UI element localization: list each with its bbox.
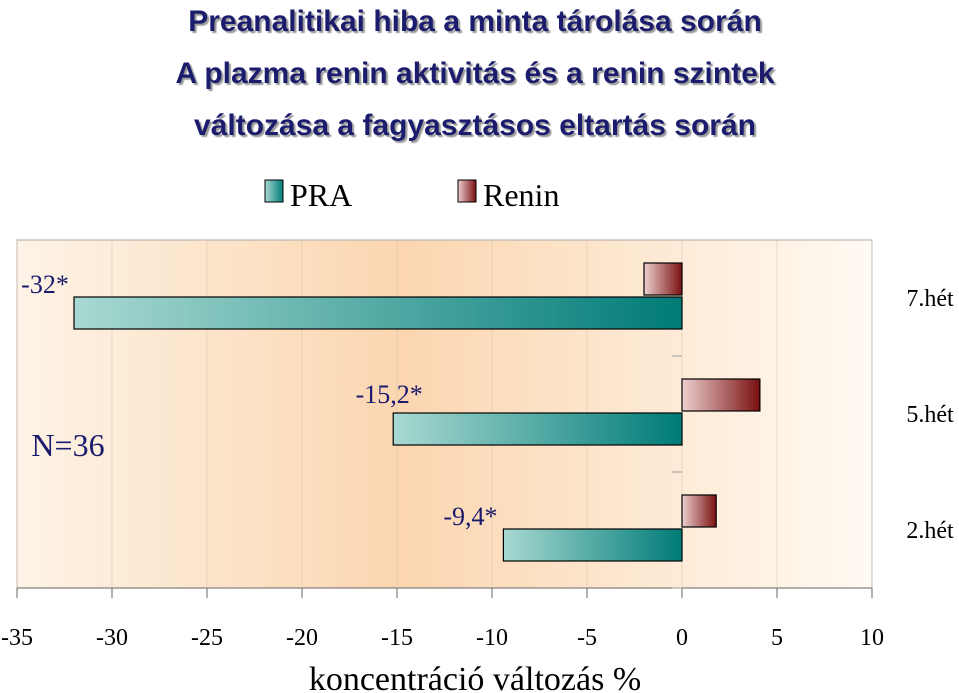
- y-tick-label: 7.hét: [906, 286, 954, 312]
- data-label: -32*: [21, 270, 69, 299]
- x-tick-label: -15: [381, 625, 413, 651]
- legend-swatch: [457, 179, 477, 203]
- x-tick-label: 10: [860, 625, 884, 651]
- bar: [681, 378, 761, 412]
- data-label: -15,2*: [356, 380, 423, 409]
- legend-label: PRA: [290, 177, 352, 213]
- annotation: N=36: [31, 427, 104, 463]
- x-tick-label: -30: [96, 625, 128, 651]
- chart-title: Preanalitikai hiba a minta tárolása sorá…: [188, 5, 762, 38]
- bar: [643, 262, 683, 296]
- chart-title: A plazma renin aktivitás és a renin szin…: [175, 57, 774, 90]
- y-tick-label: 2.hét: [906, 518, 954, 544]
- legend-label: Renin: [483, 177, 559, 213]
- bar: [392, 412, 683, 446]
- x-tick-label: 0: [676, 625, 688, 651]
- x-tick-label: -35: [1, 625, 33, 651]
- x-tick-label: -10: [476, 625, 508, 651]
- legend-swatch: [264, 179, 284, 203]
- x-axis-title: koncentráció változás %: [309, 661, 641, 693]
- bar: [681, 494, 717, 528]
- bar: [502, 528, 683, 562]
- x-tick-label: -5: [577, 625, 597, 651]
- x-tick-label: -25: [191, 625, 223, 651]
- bar: [73, 296, 683, 330]
- x-tick-label: -20: [286, 625, 318, 651]
- y-tick-label: 5.hét: [906, 402, 954, 428]
- chart-title: változása a fagyasztásos eltartás során: [194, 109, 756, 142]
- data-label: -9,4*: [443, 502, 497, 531]
- x-tick-label: 5: [771, 625, 783, 651]
